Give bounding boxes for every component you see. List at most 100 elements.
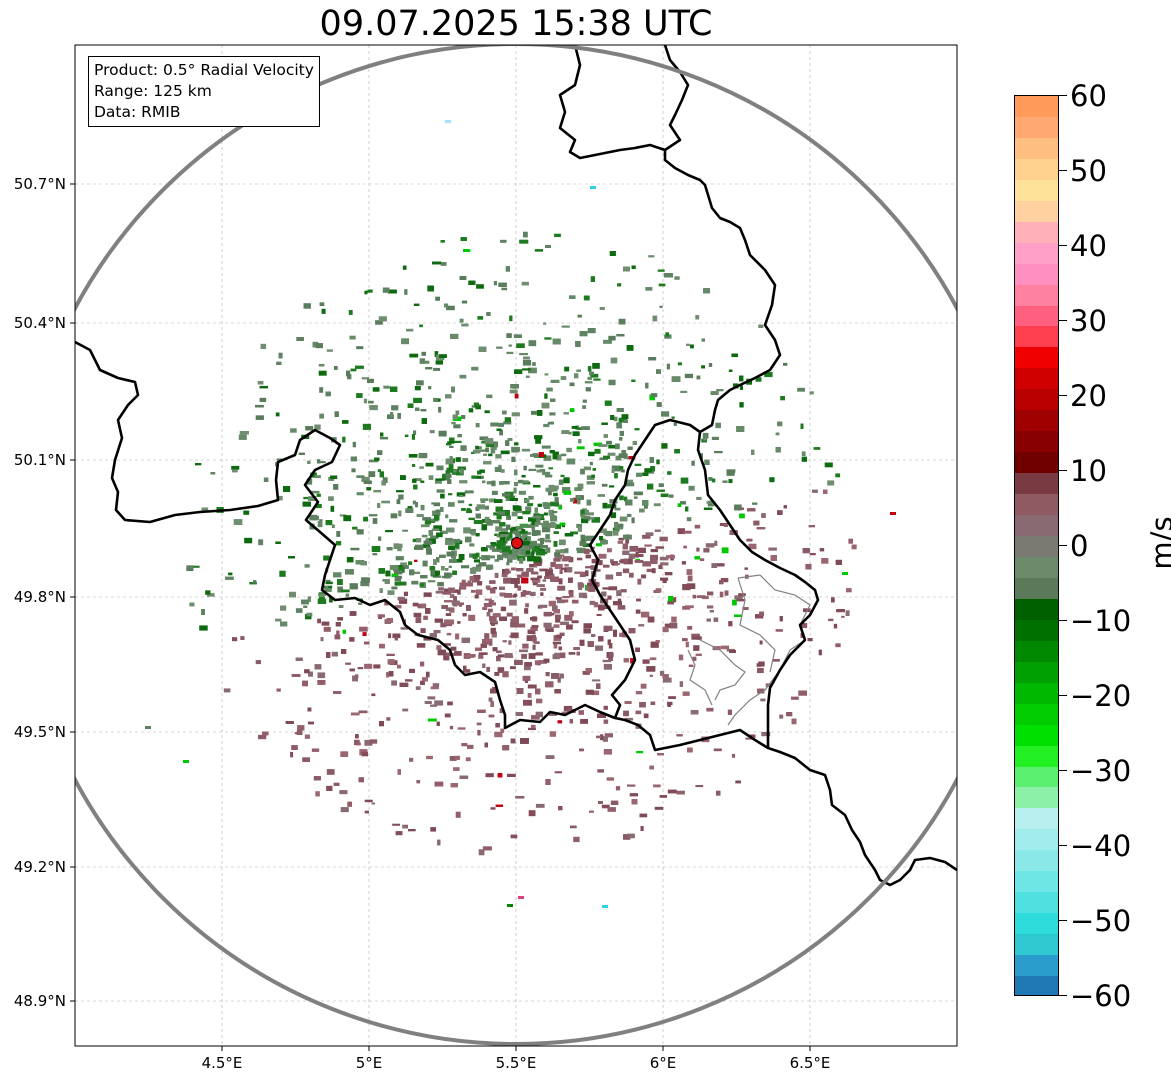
echo-cell — [560, 549, 569, 554]
echo-cell — [618, 318, 626, 325]
echo-cell — [439, 530, 448, 534]
echo-cell — [549, 731, 556, 737]
echo-cell — [554, 689, 561, 694]
echo-cell — [471, 530, 476, 536]
echo-cell — [523, 666, 531, 671]
echo-cell — [576, 523, 583, 528]
echo-cell — [833, 623, 838, 629]
echo-cell — [583, 628, 591, 634]
echo-cell — [355, 560, 365, 565]
echo-cell — [499, 548, 505, 552]
echo-cell — [558, 806, 563, 811]
echo-cell — [668, 494, 674, 498]
echo-cell — [587, 328, 596, 334]
echo-cell — [349, 335, 356, 340]
echo-cell — [276, 458, 282, 461]
echo-cell — [511, 616, 519, 621]
echo-cell — [631, 517, 635, 524]
echo-cell — [624, 701, 632, 704]
echo-cell — [598, 801, 603, 804]
echo-cell — [577, 557, 583, 561]
echo-cell — [502, 745, 510, 751]
echo-cell — [561, 554, 565, 557]
echo-cell — [809, 553, 816, 556]
echo-cell — [663, 273, 673, 278]
echo-cell — [651, 568, 656, 574]
echo-cell — [385, 570, 391, 577]
echo-cell — [318, 593, 326, 596]
echo-cell — [497, 773, 503, 778]
echo-cell — [544, 576, 552, 579]
colorbar-segment — [1015, 976, 1058, 995]
echo-cell — [616, 572, 622, 576]
echo-cell — [581, 518, 589, 524]
echo-cell — [524, 662, 532, 667]
echo-cell — [468, 517, 475, 521]
echo-cell — [444, 643, 451, 646]
echo-cell — [422, 560, 428, 567]
echo-cell — [392, 823, 400, 826]
echo-cell — [561, 430, 570, 434]
echo-cell — [505, 538, 509, 541]
echo-cell — [534, 249, 543, 252]
echo-cell — [584, 381, 593, 384]
echo-cell — [703, 507, 713, 510]
echo-cell — [486, 566, 491, 570]
echo-cell — [437, 839, 441, 846]
echo-cell — [639, 702, 646, 708]
echo-cell — [552, 485, 559, 490]
echo-cell — [485, 773, 494, 778]
echo-cell — [319, 413, 324, 419]
echo-cell — [499, 616, 507, 621]
echo-cell — [460, 445, 467, 451]
echo-cell — [488, 697, 493, 702]
echo-cell — [769, 477, 775, 483]
colorbar-segment — [1015, 766, 1058, 789]
echo-cell — [739, 375, 744, 382]
echo-cell — [328, 496, 334, 501]
echo-cell — [569, 408, 575, 412]
echo-cell — [603, 455, 610, 459]
echo-cell — [687, 747, 693, 753]
echo-cell — [603, 625, 613, 631]
echo-cell — [399, 598, 408, 604]
echo-cell — [517, 516, 523, 519]
echo-cell — [301, 599, 309, 605]
echo-cell — [519, 239, 529, 244]
echo-cell — [540, 587, 547, 591]
colorbar-segment — [1015, 598, 1058, 621]
echo-cell — [625, 482, 635, 487]
echo-cell — [507, 554, 517, 560]
echo-cell — [759, 611, 764, 616]
echo-cell — [275, 412, 280, 417]
echo-cell — [677, 528, 685, 535]
lat-tick-label: 49.2°N — [14, 858, 66, 876]
echo-cell — [831, 597, 835, 603]
colorbar-segment — [1015, 619, 1058, 642]
echo-cell — [510, 738, 516, 744]
echo-cell — [315, 503, 322, 509]
echo-cell — [434, 478, 442, 484]
colorbar-tick-label: −60 — [1070, 979, 1132, 1013]
echo-cell — [444, 588, 449, 592]
echo-cell — [452, 556, 456, 560]
echo-cell — [554, 497, 559, 503]
echo-cell — [446, 305, 455, 311]
echo-cell — [335, 622, 341, 627]
echo-cell — [484, 505, 489, 510]
echo-cell — [511, 446, 519, 453]
colorbar-segment — [1015, 913, 1058, 936]
colorbar-tick-label: 40 — [1070, 229, 1107, 263]
echo-cell — [478, 556, 486, 559]
echo-cell — [534, 435, 543, 440]
echo-cell — [459, 374, 467, 379]
echo-cell — [616, 408, 624, 412]
echo-cell — [642, 500, 649, 506]
echo-cell — [455, 811, 461, 818]
echo-cell — [478, 346, 487, 352]
echo-cell — [514, 369, 523, 374]
echo-cell — [553, 492, 558, 497]
echo-cell — [722, 480, 728, 483]
echo-cell — [680, 477, 689, 484]
echo-cell — [613, 416, 618, 422]
